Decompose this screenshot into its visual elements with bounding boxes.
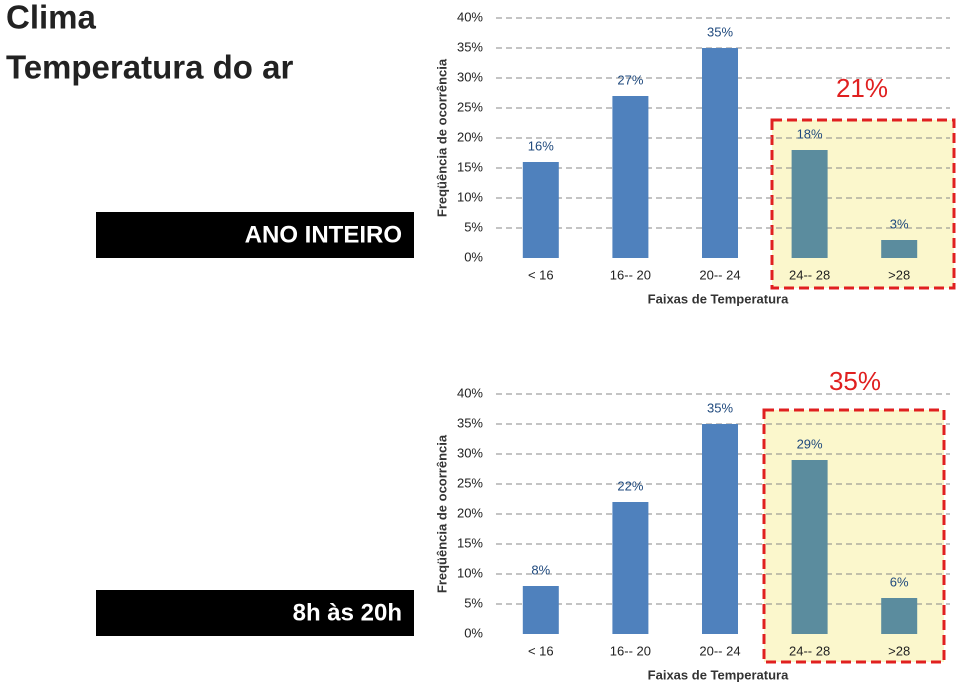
y-tick-label: 10% (457, 189, 483, 204)
bar (791, 150, 828, 258)
y-tick-label: 40% (457, 9, 483, 24)
x-tick-label: 16-- 20 (610, 267, 651, 282)
y-tick-label: 15% (457, 159, 483, 174)
x-tick-label: >28 (888, 643, 910, 658)
value-label: 22% (617, 478, 643, 493)
bar (612, 502, 649, 634)
x-axis-title: Faixas de Temperatura (648, 291, 789, 306)
bar (791, 460, 828, 634)
x-tick-label: 20-- 24 (699, 267, 740, 282)
bar (702, 424, 738, 634)
bar (522, 586, 559, 634)
y-tick-label: 0% (464, 249, 483, 264)
value-label: 27% (617, 72, 643, 87)
value-label: 29% (797, 436, 823, 451)
label-box-text: 8h às 20h (293, 599, 402, 626)
x-tick-label: 24-- 28 (789, 267, 830, 282)
y-tick-label: 5% (464, 219, 483, 234)
bar (522, 162, 559, 258)
y-axis-title: Freqüência de ocorrência (434, 58, 449, 217)
bar (702, 48, 738, 258)
x-axis-title: Faixas de Temperatura (648, 667, 789, 682)
x-tick-label: 24-- 28 (789, 643, 830, 658)
y-tick-label: 20% (457, 505, 483, 520)
bar (612, 96, 649, 258)
y-tick-label: 40% (457, 385, 483, 400)
y-tick-label: 0% (464, 625, 483, 640)
y-tick-label: 25% (457, 99, 483, 114)
value-label: 6% (890, 574, 909, 589)
y-tick-label: 30% (457, 69, 483, 84)
annotation: 21% (836, 73, 888, 103)
value-label: 35% (707, 400, 733, 415)
y-tick-label: 5% (464, 595, 483, 610)
y-tick-label: 35% (457, 415, 483, 430)
x-tick-label: < 16 (528, 643, 554, 658)
slide-title: Clima (6, 0, 97, 36)
value-label: 18% (797, 126, 823, 141)
annotation: 35% (829, 366, 881, 396)
y-tick-label: 35% (457, 39, 483, 54)
value-label: 35% (707, 24, 733, 39)
y-tick-label: 25% (457, 475, 483, 490)
value-label: 3% (890, 216, 909, 231)
y-tick-label: 10% (457, 565, 483, 580)
y-tick-label: 30% (457, 445, 483, 460)
y-tick-label: 15% (457, 535, 483, 550)
x-tick-label: 16-- 20 (610, 643, 651, 658)
label-box-text: ANO INTEIRO (245, 221, 402, 248)
bar (881, 598, 918, 634)
y-axis-title: Freqüência de ocorrência (434, 434, 449, 593)
label-box (96, 212, 414, 258)
slide-subtitle: Temperatura do ar (6, 49, 293, 86)
x-tick-label: 20-- 24 (699, 643, 740, 658)
x-tick-label: >28 (888, 267, 910, 282)
bar (881, 240, 918, 258)
value-label: 8% (531, 562, 550, 577)
value-label: 16% (528, 138, 554, 153)
label-box (96, 590, 414, 636)
y-tick-label: 20% (457, 129, 483, 144)
x-tick-label: < 16 (528, 267, 554, 282)
